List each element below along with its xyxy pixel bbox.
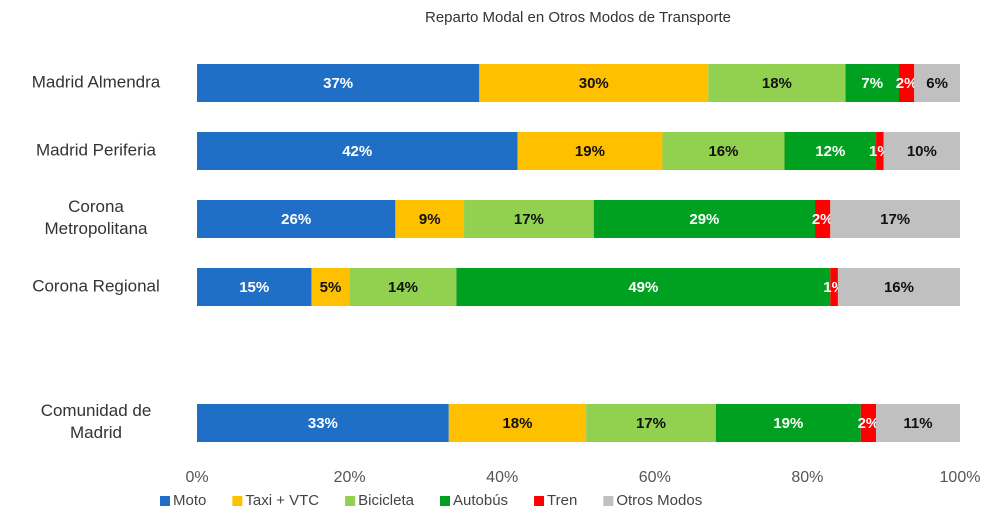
data-label: 26%: [281, 211, 311, 228]
bar-segment: [464, 200, 594, 238]
bar-segment: [715, 404, 861, 442]
category-label: Corona Metropolitana: [44, 197, 148, 238]
bar-segment: [197, 200, 396, 238]
legend-swatch: [603, 496, 614, 506]
legend-swatch: [440, 496, 450, 506]
bar-segment: [898, 64, 915, 102]
bar-segment: [662, 132, 785, 170]
data-label: 7%: [861, 75, 883, 92]
bar-segment: [479, 64, 709, 102]
bar-segment: [311, 268, 350, 306]
bar-segment: [197, 132, 518, 170]
legend-label: Moto: [173, 492, 206, 509]
data-label: 9%: [419, 211, 441, 228]
legend-swatch: [160, 496, 170, 506]
category-label: Madrid Periferia: [36, 140, 157, 159]
data-label: 17%: [514, 211, 544, 228]
data-label: 18%: [762, 75, 792, 92]
category-label: Comunidad de Madrid: [41, 401, 152, 442]
data-label: 2%: [812, 211, 834, 228]
legend-swatch: [232, 496, 243, 506]
data-label: 18%: [502, 415, 532, 432]
data-label: 2%: [858, 415, 880, 432]
chart-title: Reparto Modal en Otros Modos de Transpor…: [425, 9, 731, 26]
data-label: 11%: [903, 415, 932, 432]
bar-segment: [876, 132, 884, 170]
legend-label: Bicicleta: [358, 492, 415, 509]
bar-segment: [517, 132, 663, 170]
bar-segment: [837, 268, 960, 306]
data-label: 49%: [628, 279, 658, 296]
legend-label: Autobús: [453, 492, 508, 509]
x-tick-label: 60%: [639, 469, 671, 486]
bar-segment: [876, 404, 960, 442]
bar-segment: [845, 64, 899, 102]
x-tick-label: 40%: [486, 469, 518, 486]
data-label: 16%: [884, 279, 914, 296]
bar-segment: [784, 132, 877, 170]
data-label: 2%: [896, 75, 918, 92]
x-tick-label: 100%: [940, 469, 981, 486]
data-label: 10%: [907, 143, 937, 160]
data-label: 42%: [342, 143, 372, 160]
bar-segment: [395, 200, 465, 238]
data-label: 6%: [926, 75, 948, 92]
x-tick-label: 0%: [185, 469, 208, 486]
bar-segment: [593, 200, 816, 238]
x-tick-label: 80%: [791, 469, 823, 486]
legend-swatch: [345, 496, 356, 506]
data-label: 15%: [239, 279, 269, 296]
bar-segment: [448, 404, 587, 442]
bar-segment: [815, 200, 831, 238]
bar-segment: [883, 132, 960, 170]
bar-segment: [456, 268, 831, 306]
bar-segment: [830, 268, 838, 306]
data-label: 37%: [323, 75, 353, 92]
category-label: Madrid Almendra: [32, 72, 161, 91]
data-label: 30%: [579, 75, 609, 92]
data-label: 29%: [689, 211, 719, 228]
bar-segment: [914, 64, 960, 102]
data-label: 16%: [708, 143, 738, 160]
bar-segment: [197, 404, 449, 442]
data-label: 17%: [880, 211, 910, 228]
bar-segment: [197, 64, 480, 102]
legend-swatch: [534, 496, 545, 506]
data-label: 19%: [575, 143, 605, 160]
bar-segment: [586, 404, 716, 442]
data-label: 5%: [320, 279, 342, 296]
bar-segment: [860, 404, 877, 442]
bar-segment: [830, 200, 960, 238]
legend-label: Taxi + VTC: [245, 492, 319, 509]
bar-segment: [708, 64, 846, 102]
x-tick-label: 20%: [334, 469, 366, 486]
bar-segment: [197, 268, 312, 306]
data-label: 33%: [308, 415, 338, 432]
data-label: 19%: [773, 415, 803, 432]
legend-label: Tren: [547, 492, 577, 509]
legend-label: Otros Modos: [616, 492, 702, 509]
bar-segment: [349, 268, 457, 306]
data-label: 14%: [388, 279, 418, 296]
category-label: Corona Regional: [32, 276, 160, 295]
data-label: 17%: [636, 415, 666, 432]
data-label: 12%: [815, 143, 845, 160]
